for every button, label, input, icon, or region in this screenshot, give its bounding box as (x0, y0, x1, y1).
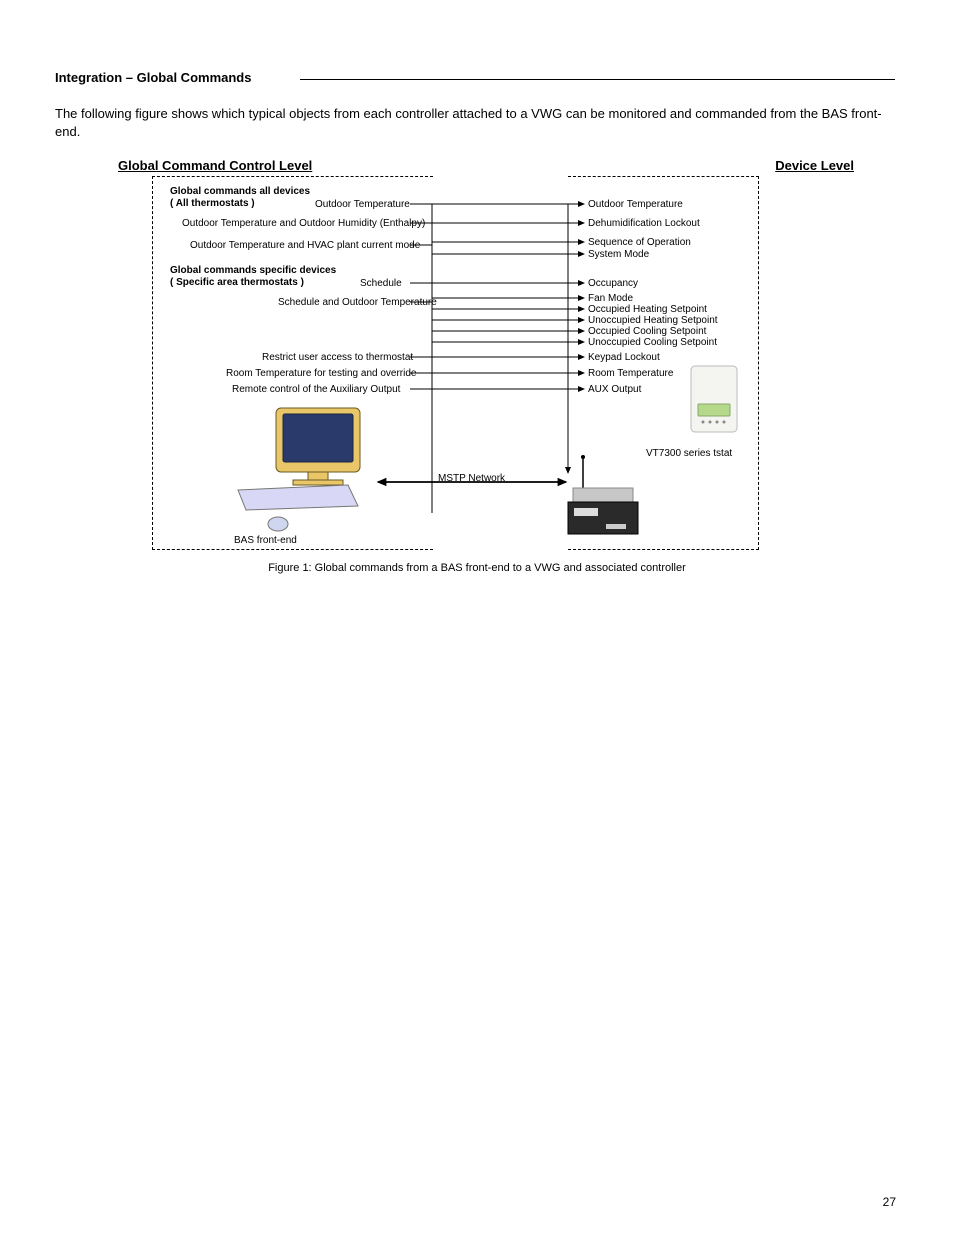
diagram: Global Command Control Level Device Leve… (118, 158, 858, 558)
diagram-svg (118, 158, 858, 558)
gateway-icon (568, 455, 638, 534)
section-title: Integration – Global Commands (55, 70, 251, 85)
thermostat-icon (691, 366, 737, 432)
page: Integration – Global Commands The follow… (0, 0, 954, 1235)
computer-icon (238, 408, 360, 531)
page-number: 27 (883, 1195, 896, 1209)
intro-paragraph: The following figure shows which typical… (55, 105, 885, 140)
figure-caption: Figure 1: Global commands from a BAS fro… (0, 562, 954, 574)
title-rule (300, 79, 895, 80)
